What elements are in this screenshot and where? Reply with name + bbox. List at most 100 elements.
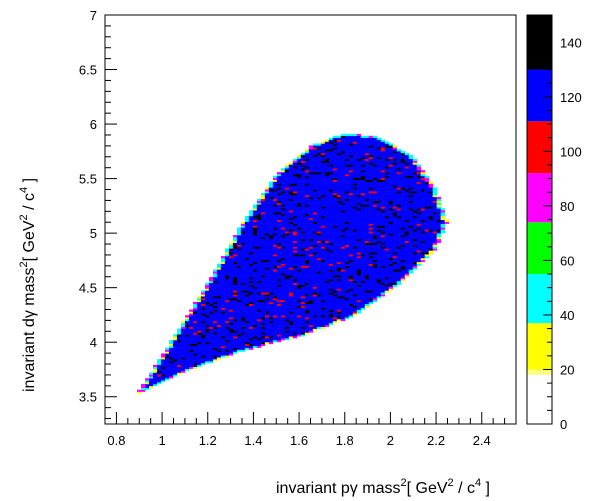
- heatmap-cell: [272, 256, 278, 259]
- heatmap-cell: [292, 282, 298, 285]
- heatmap-cell: [236, 338, 242, 341]
- heatmap-cell: [336, 244, 342, 247]
- heatmap-cell: [292, 275, 298, 278]
- heatmap-cell: [360, 298, 366, 301]
- heatmap-cell: [336, 271, 342, 274]
- heatmap-cell: [332, 252, 338, 255]
- heatmap-cell: [376, 208, 382, 211]
- heatmap-cell: [424, 212, 429, 215]
- heatmap-cell: [316, 196, 322, 200]
- heatmap-cell: [304, 324, 310, 327]
- heatmap-cell: [404, 170, 409, 173]
- heatmap-cell: [216, 282, 222, 285]
- heatmap-cell: [328, 269, 334, 272]
- heatmap-cell: [356, 162, 362, 165]
- heatmap-cell: [348, 263, 354, 266]
- heatmap-cell: [176, 336, 182, 339]
- heatmap-cell: [296, 278, 302, 282]
- heatmap-cell: [236, 282, 242, 285]
- heatmap-cell: [416, 204, 421, 207]
- heatmap-cell: [364, 298, 370, 301]
- heatmap-cell: [360, 271, 366, 274]
- heatmap-cell: [268, 277, 274, 280]
- heatmap-cell: [336, 206, 342, 209]
- heatmap-cell: [272, 223, 278, 226]
- heatmap-cell: [220, 278, 226, 282]
- heatmap-cell: [280, 227, 286, 230]
- heatmap-cell: [164, 378, 170, 381]
- heatmap-cell: [244, 343, 250, 347]
- heatmap-cell: [236, 296, 242, 299]
- heatmap-cell: [228, 341, 234, 345]
- heatmap-cell: [384, 143, 390, 146]
- heatmap-cell: [344, 236, 350, 240]
- heatmap-cell: [316, 292, 322, 295]
- heatmap-cell: [288, 200, 294, 203]
- heatmap-cell: [392, 156, 397, 159]
- heatmap-cell: [300, 177, 306, 180]
- heatmap-cell: [304, 315, 310, 318]
- heatmap-cell: [412, 236, 417, 240]
- heatmap-cell: [224, 347, 230, 350]
- heatmap-cell: [284, 269, 290, 272]
- heatmap-cell: [420, 221, 425, 224]
- heatmap-cell: [336, 303, 342, 306]
- heatmap-cell: [288, 217, 294, 221]
- heatmap-cell: [408, 177, 413, 180]
- heatmap-cell: [372, 152, 378, 156]
- heatmap-cell: [412, 259, 417, 263]
- heatmap-cell: [356, 156, 362, 159]
- heatmap-cell: [272, 315, 278, 318]
- heatmap-cell: [328, 261, 334, 264]
- heatmap-cell: [392, 240, 397, 243]
- heatmap-cell: [372, 183, 378, 186]
- heatmap-cell: [372, 244, 378, 247]
- heatmap-cell: [384, 179, 390, 182]
- heatmap-cell: [328, 172, 334, 175]
- heatmap-cell: [348, 191, 354, 194]
- heatmap-cell: [384, 158, 390, 161]
- heatmap-cell: [296, 223, 302, 226]
- heatmap-cell: [392, 194, 397, 198]
- heatmap-cell: [392, 261, 397, 264]
- heatmap-cell: [300, 288, 306, 291]
- heatmap-cell: [160, 374, 166, 377]
- heatmap-cell: [316, 313, 322, 316]
- heatmap-cell: [252, 324, 258, 327]
- heatmap-cell: [280, 206, 286, 209]
- heatmap-cell: [364, 263, 370, 266]
- heatmap-cell: [328, 196, 334, 200]
- heatmap-cell: [320, 145, 326, 148]
- heatmap-cell: [352, 307, 358, 310]
- heatmap-cell: [324, 305, 330, 308]
- heatmap-cell: [368, 152, 374, 156]
- heatmap-cell: [340, 288, 346, 291]
- heatmap-cell: [352, 217, 358, 221]
- heatmap-cell: [304, 215, 310, 219]
- heatmap-cell: [408, 229, 413, 232]
- heatmap-cell: [428, 225, 433, 228]
- heatmap-cell: [244, 238, 250, 242]
- heatmap-cell: [196, 309, 202, 312]
- heatmap-cell: [368, 187, 374, 190]
- heatmap-cell: [340, 236, 346, 240]
- heatmap-cell: [216, 351, 222, 354]
- heatmap-cell: [340, 200, 346, 203]
- heatmap-cell: [304, 194, 310, 198]
- heatmap-cell: [248, 341, 254, 345]
- heatmap-cell: [384, 267, 390, 270]
- heatmap-cell: [240, 282, 246, 285]
- heatmap-cell: [372, 208, 378, 211]
- heatmap-cell: [296, 189, 302, 192]
- heatmap-cell: [360, 303, 366, 306]
- heatmap-cell: [292, 254, 298, 257]
- heatmap-cell: [392, 215, 397, 219]
- heatmap-cell: [172, 362, 178, 366]
- heatmap-cell: [432, 227, 437, 230]
- heatmap-cell: [348, 162, 354, 165]
- heatmap-cell: [204, 340, 210, 343]
- heatmap-cell: [320, 278, 326, 282]
- heatmap-cell: [436, 200, 441, 203]
- heatmap-cell: [204, 361, 210, 364]
- heatmap-cell: [272, 191, 278, 194]
